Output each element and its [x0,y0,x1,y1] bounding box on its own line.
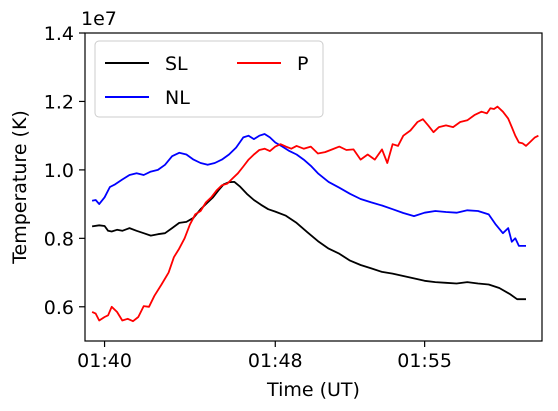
y-tick-label: 0.8 [44,228,74,250]
x-tick-label: 01:48 [248,350,303,372]
legend: SL NL P [94,40,324,118]
legend-box [94,40,324,118]
y-tick-label: 1.0 [44,160,74,182]
y-tick-label: 1.2 [44,91,74,113]
legend-label-sl: SL [165,53,188,75]
y-axis-label: Temperature (K) [9,110,31,265]
series-line-nl [91,133,526,247]
series-line-sl [91,181,526,301]
y-tick-label: 1.4 [44,23,74,45]
y-tick-label: 0.6 [44,297,74,319]
x-axis-label: Time (UT) [266,379,360,401]
y-axis-multiplier: 1e7 [81,8,117,30]
plot-frame [84,32,543,342]
x-axis-ticks: 01:40 01:48 01:55 [77,341,452,372]
legend-label-nl: NL [165,87,190,109]
y-axis-ticks: 0.6 0.8 1.0 1.2 1.4 [44,23,85,319]
x-tick-label: 01:40 [77,350,132,372]
x-tick-label: 01:55 [397,350,452,372]
plot-lines [91,105,539,323]
series-line-p [91,105,539,323]
legend-label-p: P [297,53,308,75]
